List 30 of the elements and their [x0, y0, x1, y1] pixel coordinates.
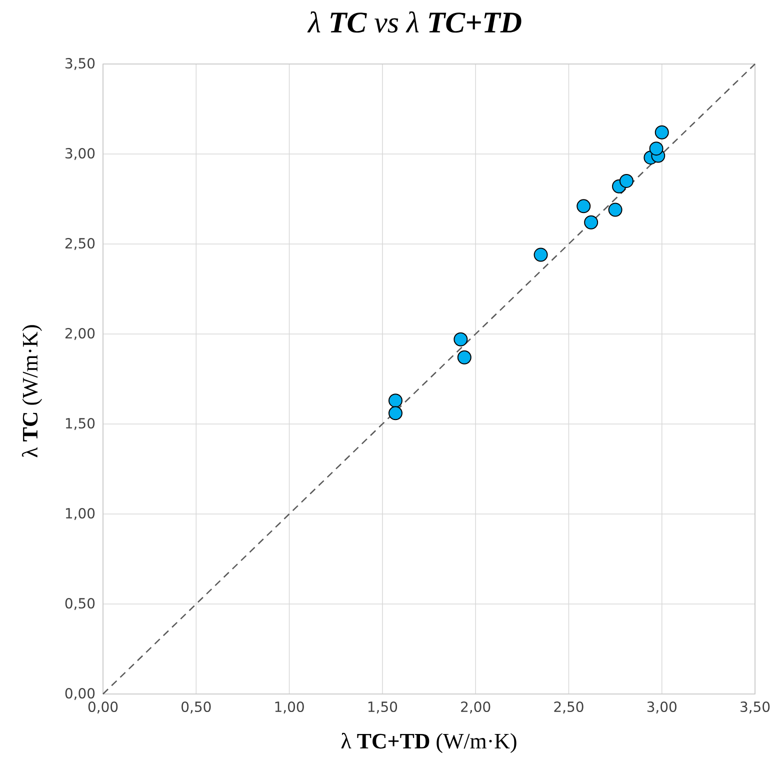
y-tick-label: 2,00 — [65, 328, 95, 340]
point — [584, 215, 598, 230]
x-tick-label: 1,00 — [275, 701, 304, 714]
x-tick-label: 0,50 — [182, 701, 211, 714]
x-axis-title: λ TC+TD (W/m·K) — [341, 732, 516, 754]
y-tick-label: 1,50 — [66, 418, 95, 430]
chart-title: λ TC vs λ TC+TD — [307, 11, 522, 33]
point — [534, 248, 548, 262]
y-tick-label: 0,50 — [65, 598, 95, 610]
point — [619, 174, 634, 188]
point — [576, 199, 591, 214]
point — [654, 125, 669, 140]
y-tick-label: 1,00 — [66, 508, 95, 520]
y-tick-label: 0,00 — [65, 688, 95, 700]
y-axis-title: λ TC (W/m·K) — [22, 325, 42, 458]
x-tick-label: 2,50 — [554, 701, 584, 714]
point — [608, 202, 622, 217]
point — [388, 394, 402, 408]
y-tick-label: 3,50 — [65, 58, 95, 70]
point — [457, 350, 472, 364]
point — [454, 332, 468, 346]
y-tick-label: 2,50 — [65, 238, 95, 250]
x-tick-label: 0,00 — [88, 701, 118, 714]
x-tick-label: 1,50 — [368, 701, 398, 714]
x-tick-label: 3,00 — [647, 701, 676, 714]
point — [649, 142, 664, 156]
x-tick-label: 2,00 — [461, 701, 490, 714]
point — [388, 406, 402, 420]
x-tick-label: 3,50 — [740, 701, 770, 714]
y-tick-label: 3,00 — [65, 148, 95, 160]
